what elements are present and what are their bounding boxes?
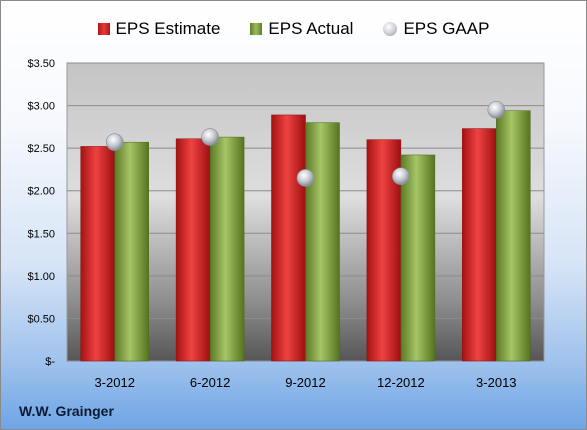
legend: EPS Estimate EPS Actual EPS GAAP bbox=[1, 19, 586, 39]
legend-label-actual: EPS Actual bbox=[268, 19, 354, 38]
bar-eps-actual bbox=[400, 154, 436, 362]
point-eps-gaap bbox=[487, 101, 506, 119]
bar-eps-estimate bbox=[175, 138, 211, 362]
legend-label-estimate: EPS Estimate bbox=[115, 19, 221, 38]
bar-eps-actual bbox=[305, 122, 340, 362]
y-tick-label: $1.50 bbox=[27, 228, 55, 240]
bar-eps-actual bbox=[209, 136, 245, 362]
y-tick-label: $3.50 bbox=[27, 58, 55, 70]
legend-swatch-estimate bbox=[97, 23, 110, 35]
bar-eps-actual bbox=[114, 141, 149, 362]
y-tick-label: $- bbox=[45, 356, 55, 368]
point-eps-gaap bbox=[296, 169, 315, 187]
company-name: W.W. Grainger bbox=[19, 403, 114, 419]
x-tick-label: 6-2012 bbox=[190, 375, 230, 390]
y-tick-label: $2.50 bbox=[27, 143, 55, 155]
legend-item-estimate: EPS Estimate bbox=[97, 19, 221, 39]
legend-item-actual: EPS Actual bbox=[250, 19, 353, 39]
bar-eps-estimate bbox=[462, 128, 497, 362]
y-tick-label: $0.50 bbox=[27, 313, 55, 325]
legend-swatch-actual bbox=[250, 23, 263, 35]
y-tick-label: $3.00 bbox=[27, 101, 55, 113]
bar-eps-estimate bbox=[80, 146, 115, 362]
legend-item-gaap: EPS GAAP bbox=[383, 19, 489, 39]
x-tick-label: 3-2012 bbox=[94, 375, 134, 390]
bar-eps-actual bbox=[496, 110, 531, 362]
point-eps-gaap bbox=[392, 167, 410, 186]
y-tick-label: $1.00 bbox=[27, 271, 55, 283]
y-tick-label: $2.00 bbox=[27, 186, 55, 198]
bar-eps-estimate bbox=[271, 114, 306, 362]
point-eps-gaap bbox=[201, 128, 219, 146]
x-tick-label: 9-2012 bbox=[285, 375, 325, 390]
legend-swatch-gaap bbox=[383, 22, 398, 36]
point-eps-gaap bbox=[105, 133, 124, 151]
x-tick-label: 12-2012 bbox=[377, 375, 425, 390]
x-tick-label: 3-2013 bbox=[476, 375, 516, 390]
legend-label-gaap: EPS GAAP bbox=[403, 19, 490, 38]
